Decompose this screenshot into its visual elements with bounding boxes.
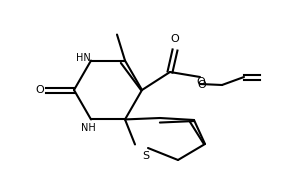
Text: HN: HN [76, 53, 90, 63]
Text: S: S [142, 151, 150, 161]
Text: O: O [197, 80, 206, 90]
Text: O: O [171, 34, 180, 44]
Text: O: O [197, 77, 205, 87]
Text: NH: NH [81, 123, 95, 133]
Text: O: O [36, 85, 44, 95]
